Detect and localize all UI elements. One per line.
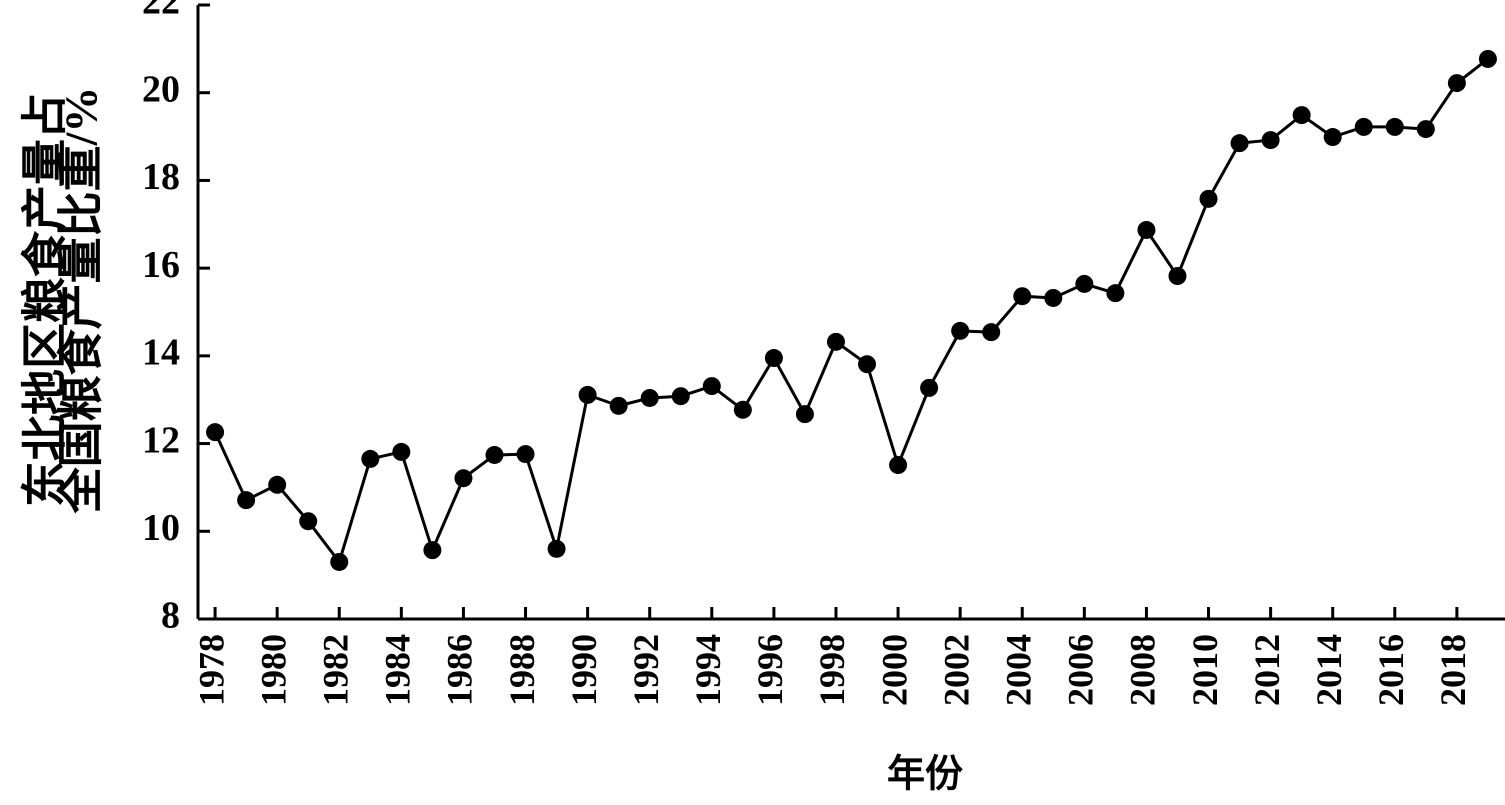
point [1106,284,1125,303]
x-tick-label: 1990 [564,634,604,706]
point [889,456,908,475]
point [609,396,628,415]
point [1013,287,1032,306]
x-tick-label: 1984 [378,634,418,706]
x-tick-label: 1992 [626,634,666,706]
point [1168,267,1187,286]
y-axis-label: 东北地区粮食产量占 [20,93,71,507]
point [1292,106,1311,125]
y-tick-label: 18 [142,156,180,198]
point [764,349,783,368]
point [640,388,659,407]
x-tick-label: 2000 [874,634,914,706]
point [951,321,970,340]
point [982,323,1001,342]
point [1385,117,1404,136]
point [702,377,721,396]
point [423,541,442,560]
x-tick-label: 1996 [750,634,790,706]
point [1230,134,1249,153]
point [578,385,597,404]
x-tick-label: 2014 [1309,634,1349,706]
point [1199,189,1218,208]
x-tick-label: 1986 [440,634,480,706]
x-tick-label: 1980 [253,634,293,706]
point [733,400,752,419]
point [392,442,411,461]
point [361,449,380,468]
point [920,378,939,397]
x-tick-label: 2006 [1061,634,1101,706]
x-tick-label: 2008 [1123,634,1163,706]
point [268,475,287,494]
point [1044,288,1063,307]
point [858,355,877,374]
point [1137,220,1156,239]
y-tick-label: 8 [161,595,180,637]
point [1323,128,1342,147]
y-axis-label: 全国粮食产量比重/% [56,87,107,515]
point [795,405,814,424]
point [547,539,566,558]
x-tick-label: 2018 [1433,634,1473,706]
x-tick-label: 1988 [502,634,542,706]
x-axis-label: 年份 [887,754,963,796]
x-tick-label: 2010 [1185,634,1225,706]
y-tick-label: 22 [142,0,180,23]
point [671,387,690,406]
x-tick-label: 2004 [999,634,1039,706]
y-tick-label: 16 [142,244,180,286]
y-tick-label: 20 [142,68,180,110]
point [1478,49,1497,68]
point [516,445,535,464]
x-tick-label: 1978 [191,634,231,706]
y-tick-label: 12 [142,419,180,461]
point [485,445,504,464]
point [1447,74,1466,93]
x-tick-label: 1982 [316,634,356,706]
point [1075,274,1094,293]
x-tick-label: 1994 [688,634,728,706]
y-tick-label: 14 [142,332,180,374]
point [1354,117,1373,136]
x-tick-label: 1998 [812,634,852,706]
y-tick-label: 10 [142,507,180,549]
point [826,332,845,351]
point [1261,131,1280,150]
point [299,512,318,531]
point [206,423,225,442]
x-tick-label: 2016 [1371,634,1411,706]
point [330,552,349,571]
point [1416,120,1435,139]
x-tick-label: 2012 [1247,634,1287,706]
x-tick-label: 2002 [936,634,976,706]
point [237,491,256,510]
point [454,469,473,488]
line [213,57,1489,566]
